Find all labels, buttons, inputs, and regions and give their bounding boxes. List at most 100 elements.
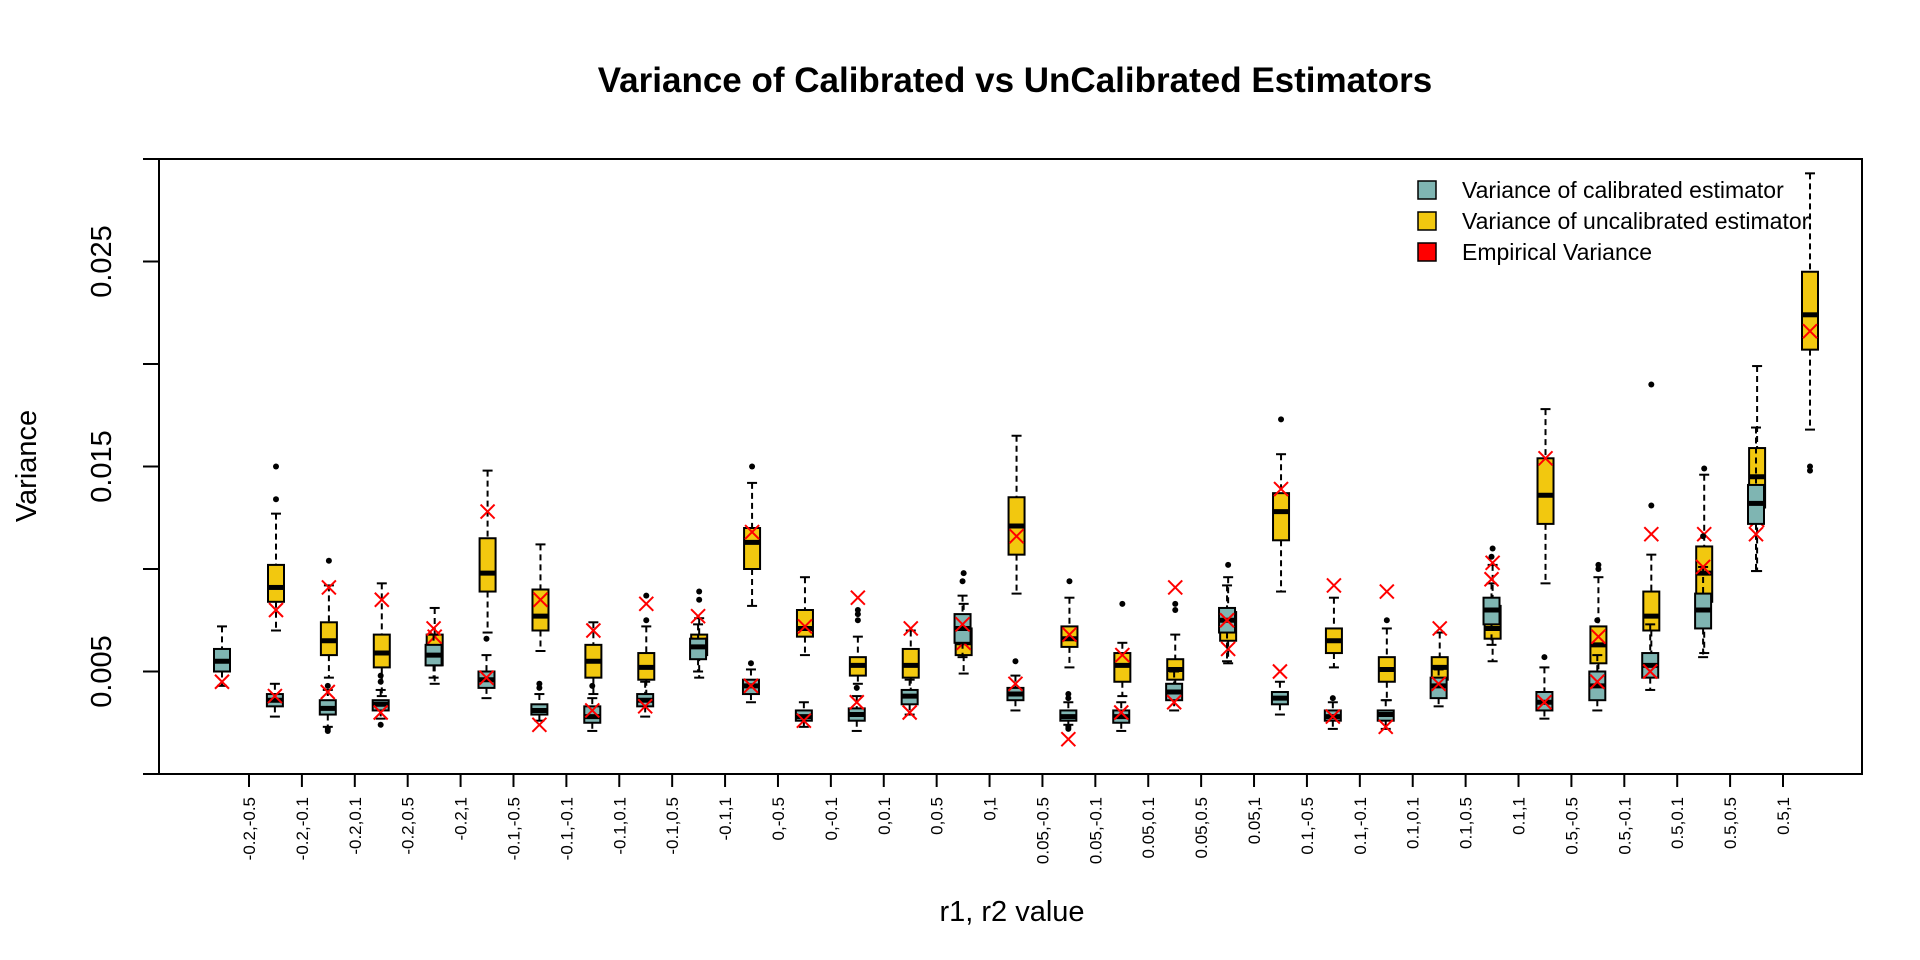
x-tick-label: 0.05,-0.1 xyxy=(1086,797,1105,864)
legend-swatch xyxy=(1417,180,1437,200)
x-tick-label: 0.1,0.5 xyxy=(1457,797,1476,849)
calibrated-box xyxy=(1747,426,1765,573)
legend-item: Variance of uncalibrated estimator xyxy=(1417,208,1810,234)
empirical-variance-marker xyxy=(584,702,600,719)
x-axis-label: r1, r2 value xyxy=(939,896,1084,928)
marker-stroke xyxy=(1326,577,1342,594)
outlier-point xyxy=(854,607,861,613)
y-axis: 0.005 0.015 0.025 xyxy=(86,158,160,775)
outlier-point xyxy=(1172,600,1179,607)
empirical-variance-marker xyxy=(1325,708,1341,725)
marker-stroke xyxy=(1219,612,1235,628)
empirical-variance-marker xyxy=(1219,612,1235,628)
legend-label: Empirical Variance xyxy=(1462,239,1652,265)
empirical-variance-marker xyxy=(1589,674,1606,690)
calibrated-box xyxy=(1376,699,1395,730)
x-tick-label: -0.1,0.1 xyxy=(610,797,629,855)
outlier-point xyxy=(1648,381,1655,388)
outlier-point xyxy=(324,682,331,689)
box-marks xyxy=(213,172,1819,747)
empirical-variance-marker xyxy=(1007,676,1024,692)
outlier-point xyxy=(1065,723,1072,730)
y-tick-label: 0.015 xyxy=(86,430,118,503)
marker-stroke xyxy=(1113,704,1129,721)
legend: Variance of calibrated estimator Variance… xyxy=(1417,177,1810,265)
x-tick-label: 0,-0.1 xyxy=(822,797,841,840)
uncalibrated-box xyxy=(267,463,285,632)
marker-stroke xyxy=(901,704,918,721)
outlier-point xyxy=(854,617,861,624)
outlier-point xyxy=(273,463,279,470)
x-tick-label: 0,1 xyxy=(981,797,1000,821)
empirical-variance-marker xyxy=(850,589,866,606)
calibrated-box xyxy=(213,625,231,687)
empirical-variance-marker xyxy=(903,620,919,637)
outlier-point xyxy=(1329,695,1336,702)
x-tick-label: 0.1,1 xyxy=(1510,797,1529,835)
outlier-point xyxy=(1648,502,1655,509)
uncalibrated-box xyxy=(743,463,762,607)
marker-stroke xyxy=(214,674,230,690)
calibrated-box xyxy=(583,682,602,732)
empirical-variance-marker xyxy=(1378,719,1394,735)
empirical-variance-marker xyxy=(1643,526,1660,542)
uncalibrated-box xyxy=(1166,600,1185,698)
empirical-variance-marker xyxy=(1273,481,1289,497)
calibrated-box xyxy=(318,682,337,734)
legend-label: Variance of calibrated estimator xyxy=(1462,177,1784,203)
empirical-variance-marker xyxy=(638,596,654,612)
outlier-point xyxy=(536,680,543,687)
outlier-point xyxy=(1066,578,1073,585)
marker-stroke xyxy=(1008,528,1025,544)
empirical-variance-marker xyxy=(1590,628,1607,645)
empirical-variance-marker xyxy=(797,618,813,635)
calibrated-box xyxy=(424,633,443,679)
box-iqr xyxy=(531,588,550,632)
uncalibrated-box xyxy=(531,543,550,652)
outlier-point xyxy=(643,592,650,599)
empirical-variance-marker xyxy=(425,620,442,637)
outlier-point xyxy=(1807,467,1813,474)
uncalibrated-box xyxy=(848,607,867,685)
outlier-point xyxy=(377,721,384,728)
empirical-variance-marker xyxy=(1167,579,1183,596)
marker-stroke xyxy=(1695,559,1711,575)
empirical-variance-marker xyxy=(532,592,549,608)
empirical-variance-marker xyxy=(1114,647,1131,663)
calibrated-box xyxy=(689,623,708,673)
calibrated-box xyxy=(900,678,919,716)
outlier-point xyxy=(854,611,861,618)
marker-stroke xyxy=(743,678,759,694)
calibrated-box xyxy=(530,680,549,722)
x-tick-label: 0,0.5 xyxy=(928,797,947,835)
outlier-point xyxy=(853,684,860,691)
y-tick-label: 0.005 xyxy=(86,635,118,708)
marker-stroke xyxy=(954,616,971,633)
x-tick-label: -0.2,1 xyxy=(452,797,471,840)
uncalibrated-box xyxy=(319,557,338,679)
marker-stroke xyxy=(744,524,760,540)
marker-stroke xyxy=(797,618,813,635)
outlier-point xyxy=(1488,553,1495,560)
marker-stroke xyxy=(1537,450,1554,467)
x-axis: -0.2,-0.5 -0.2,-0.1 -0.2,0.1 -0.2,0.5 -0.2,1… xyxy=(240,774,1793,864)
empirical-variance-marker xyxy=(1272,663,1288,680)
legend-swatch xyxy=(1417,211,1437,231)
legend-swatch xyxy=(1417,242,1437,262)
marker-stroke xyxy=(903,620,919,637)
legend-item: Variance of calibrated estimator xyxy=(1417,177,1784,203)
empirical-variance-marker xyxy=(1060,731,1077,747)
empirical-variance-marker xyxy=(1061,626,1078,643)
marker-stroke xyxy=(1167,579,1183,596)
outlier-point xyxy=(324,725,331,732)
outlier-point xyxy=(960,570,967,577)
empirical-variance-marker xyxy=(1642,663,1658,680)
x-tick-label: 0.1,-0.5 xyxy=(1298,797,1317,855)
empirical-variance-marker xyxy=(478,669,495,686)
uncalibrated-box xyxy=(478,469,497,634)
marker-stroke xyxy=(267,688,283,704)
x-tick-label: 0.5,0.5 xyxy=(1721,797,1740,849)
marker-stroke xyxy=(585,622,602,639)
box-iqr xyxy=(1801,270,1819,351)
